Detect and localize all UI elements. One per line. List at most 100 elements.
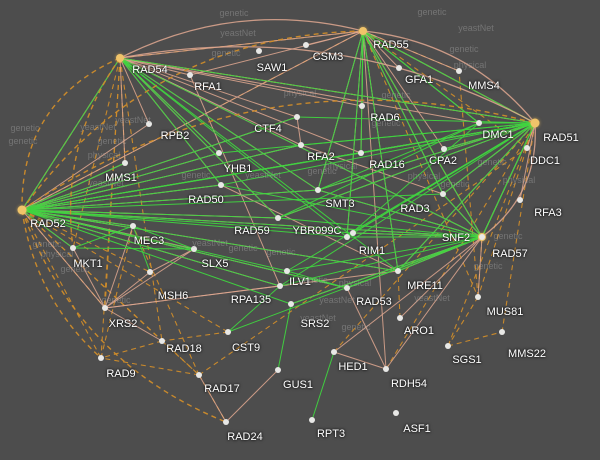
graph-node-rpa135[interactable] — [277, 283, 283, 289]
edge-genetic — [198, 147, 528, 376]
graph-node-sgs1[interactable] — [445, 343, 451, 349]
edge-yeastnet — [397, 122, 536, 272]
edge-genetic — [104, 57, 121, 309]
graph-node-rad51[interactable] — [530, 118, 540, 128]
graph-node-rad6[interactable] — [359, 103, 365, 109]
graph-node-rdh54[interactable] — [383, 366, 389, 372]
graph-node-saw1[interactable] — [256, 48, 262, 54]
graph-node-rad16[interactable] — [358, 150, 364, 156]
edge-arc-genetic — [21, 209, 102, 359]
edge-yeastnet — [346, 122, 480, 238]
graph-node-csm3[interactable] — [303, 42, 309, 48]
edge-genetic — [447, 122, 536, 347]
edge-yeastnet — [132, 225, 151, 273]
graph-node-xrs2[interactable] — [102, 305, 108, 311]
graph-node-mms22[interactable] — [499, 329, 505, 335]
edge-yeastnet — [296, 116, 536, 124]
graph-node-rad59[interactable] — [275, 215, 281, 221]
graph-node-rad50[interactable] — [218, 182, 224, 188]
graph-node-asf1[interactable] — [393, 410, 399, 416]
edge-yeastnet — [362, 30, 444, 195]
edge-physical — [119, 57, 126, 164]
graph-node-mus81[interactable] — [475, 294, 481, 300]
graph-node-ybr099c[interactable] — [350, 230, 356, 236]
edge-yeastnet — [442, 193, 483, 238]
edge-physical — [362, 30, 460, 72]
edge-physical — [362, 30, 387, 370]
graph-node-mms4[interactable] — [456, 68, 462, 74]
edge-yeastnet — [227, 236, 483, 333]
edge-yeastnet — [21, 209, 292, 305]
edge-yeastnet — [442, 122, 536, 195]
graph-node-cst9[interactable] — [225, 329, 231, 335]
graph-node-mre11[interactable] — [395, 268, 401, 274]
graph-node-rfa3[interactable] — [517, 197, 523, 203]
graph-node-ddc1[interactable] — [524, 145, 530, 151]
graph-node-rad17[interactable] — [196, 372, 202, 378]
graph-node-rfa2[interactable] — [298, 142, 304, 148]
edge-arc-physical — [481, 122, 536, 238]
edge-physical — [362, 30, 445, 150]
graph-node-rad57[interactable] — [479, 234, 485, 240]
edge-yeastnet — [277, 303, 292, 371]
graph-node-rad9[interactable] — [98, 355, 104, 361]
edge-yeastnet — [21, 152, 220, 211]
edge-arc-physical — [119, 46, 536, 124]
graph-node-rad24[interactable] — [223, 419, 229, 425]
edge-physical — [333, 236, 483, 353]
edge-arc-physical — [362, 30, 536, 124]
edge-physical — [225, 369, 279, 423]
edge-genetic — [458, 70, 479, 298]
graph-node-srs2[interactable] — [288, 301, 294, 307]
edge-genetic — [100, 357, 200, 376]
edge-genetic — [119, 57, 163, 342]
graph-node-gus1[interactable] — [275, 367, 281, 373]
edge-genetic — [100, 340, 163, 359]
graph-node-rpb2[interactable] — [146, 121, 152, 127]
graph-node-rfa1[interactable] — [187, 72, 193, 78]
graph-node-rad18[interactable] — [159, 338, 165, 344]
edge-yeastnet — [21, 189, 319, 211]
graph-node-rim1[interactable] — [344, 234, 350, 240]
edge-physical — [21, 30, 364, 211]
graph-node-rpt3[interactable] — [309, 417, 315, 423]
graph-node-mec3[interactable] — [130, 223, 136, 229]
edge-yeastnet — [362, 30, 399, 272]
graph-node-gfa1[interactable] — [396, 65, 402, 71]
edge-physical — [119, 57, 480, 124]
graph-node-rad54[interactable] — [116, 54, 124, 62]
graph-node-dmc1[interactable] — [476, 120, 482, 126]
edge-genetic — [100, 225, 134, 359]
graph-node-smt3[interactable] — [315, 187, 321, 193]
edge-yeastnet — [21, 209, 279, 219]
graph-node-cpa2[interactable] — [441, 146, 447, 152]
edge-genetic — [72, 57, 121, 249]
graph-node-aro1[interactable] — [397, 315, 403, 321]
graph-node-hed1[interactable] — [331, 349, 337, 355]
edge-physical — [296, 116, 302, 146]
graph-node-rad52[interactable] — [17, 205, 27, 215]
edge-physical — [119, 30, 364, 59]
edge-genetic — [362, 30, 479, 298]
graph-node-rad55[interactable] — [359, 27, 367, 35]
edge-yeastnet — [21, 209, 399, 272]
edge-yeastnet — [119, 57, 348, 238]
edge-physical — [119, 57, 362, 154]
graph-node-yhb1[interactable] — [216, 150, 222, 156]
graph-node-ctf4[interactable] — [294, 114, 300, 120]
edge-yeastnet — [286, 236, 483, 272]
graph-node-rad3[interactable] — [440, 191, 446, 197]
edge-arc-genetic — [21, 99, 536, 211]
edge-yeastnet — [21, 209, 281, 287]
edge-arc-physical — [119, 19, 364, 59]
graph-node-mkt1[interactable] — [70, 245, 76, 251]
graph-node-mms1[interactable] — [122, 160, 128, 166]
edge-genetic — [397, 270, 401, 319]
graph-node-ilv1[interactable] — [284, 268, 290, 274]
graph-node-slx5[interactable] — [191, 246, 197, 252]
graph-node-msh6[interactable] — [147, 269, 153, 275]
edge-physical — [104, 270, 399, 309]
edge-yeastnet — [277, 122, 480, 219]
graph-node-rad53[interactable] — [344, 285, 350, 291]
